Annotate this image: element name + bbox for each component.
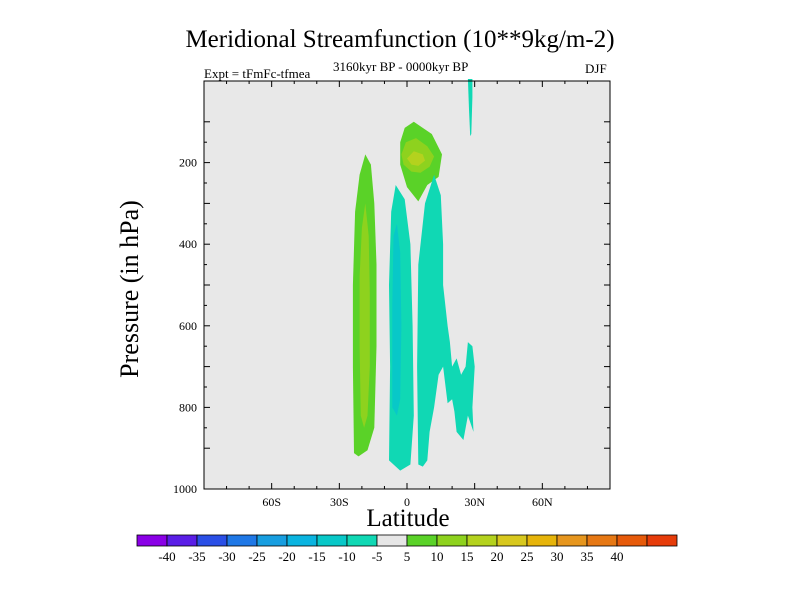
colorbar-label: -25 — [248, 549, 265, 564]
x-tick-label: 60N — [532, 495, 553, 509]
colorbar-label: 40 — [611, 549, 624, 564]
colorbar-swatch — [256, 534, 288, 547]
colorbar-swatch — [616, 534, 648, 547]
colorbar-swatch — [406, 534, 438, 547]
colorbar-label: 35 — [581, 549, 594, 564]
colorbar-swatch — [166, 534, 198, 547]
colorbar-swatch — [196, 534, 228, 547]
colorbar-label: -20 — [278, 549, 295, 564]
colorbar-label: 15 — [461, 549, 474, 564]
colorbar-label: -30 — [218, 549, 235, 564]
colorbar-label: 10 — [431, 549, 444, 564]
contour-region-4 — [407, 151, 425, 166]
contour-region-0 — [352, 154, 377, 457]
season-label: DJF — [585, 61, 607, 76]
colorbar: -40 -35 -30 -25 -20 -15 -10 -5 5 10 15 20 25 30 35 40 — [136, 534, 678, 564]
colorbar-label: -35 — [188, 549, 205, 564]
colorbar-swatch — [556, 534, 588, 547]
y-tick-label: 1000 — [173, 482, 197, 496]
colorbar-label: 5 — [404, 549, 411, 564]
contour-regions — [352, 79, 475, 471]
contour-region-3 — [401, 138, 435, 173]
colorbar-swatch — [496, 534, 528, 547]
y-axis-label: Pressure (in hPa) — [115, 200, 144, 378]
colorbar-swatch — [376, 534, 408, 547]
colorbar-label: 30 — [551, 549, 564, 564]
colorbar-label: 20 — [491, 549, 504, 564]
y-tick-label: 200 — [179, 156, 197, 170]
colorbar-label: -40 — [158, 549, 175, 564]
colorbar-swatch — [466, 534, 498, 547]
contour-region-5 — [389, 185, 414, 471]
chart-title: Meridional Streamfunction (10**9kg/m-2) — [185, 26, 615, 53]
colorbar-swatch — [646, 534, 678, 547]
colorbar-swatch — [436, 534, 468, 547]
contour-region-1 — [359, 203, 370, 428]
colorbar-swatch — [136, 534, 168, 547]
x-axis-label: Latitude — [366, 505, 450, 532]
y-tick-label: 800 — [179, 400, 197, 414]
contour-region-8 — [467, 79, 473, 137]
y-tick-label: 600 — [179, 319, 197, 333]
colorbar-swatch — [316, 534, 348, 547]
period-label: 3160kyr BP - 0000kyr BP — [333, 59, 469, 74]
plot-frame — [203, 80, 611, 490]
colorbar-swatch — [226, 534, 258, 547]
contour-region-2 — [400, 121, 442, 202]
y-tick-label: 400 — [179, 237, 197, 251]
colorbar-label: -10 — [338, 549, 355, 564]
x-tick-label: 30S — [330, 495, 349, 509]
colorbar-swatch — [346, 534, 378, 547]
experiment-label: Expt = tFmFc-tfmea — [204, 66, 311, 81]
x-tick-label: 30N — [464, 495, 485, 509]
colorbar-swatch — [526, 534, 558, 547]
colorbar-swatch — [586, 534, 618, 547]
plot-background — [204, 81, 610, 489]
colorbar-label: 25 — [521, 549, 534, 564]
colorbar-label: -5 — [372, 549, 383, 564]
colorbar-swatch — [286, 534, 318, 547]
contour-region-7 — [417, 174, 475, 467]
colorbar-label: -15 — [308, 549, 325, 564]
contour-region-6 — [392, 223, 402, 416]
x-tick-label: 60S — [262, 495, 281, 509]
